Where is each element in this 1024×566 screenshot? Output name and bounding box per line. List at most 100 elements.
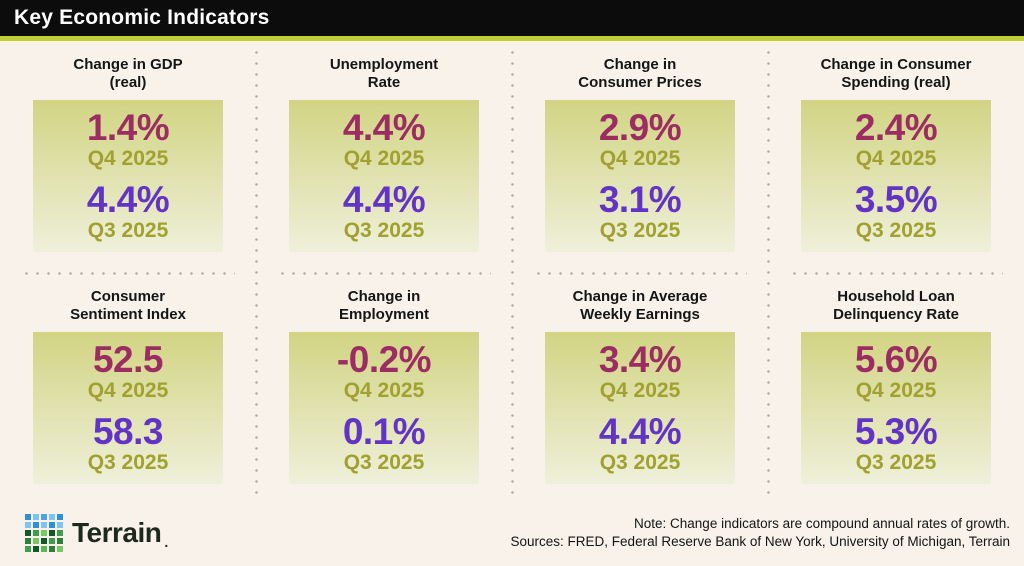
logo-square (49, 513, 55, 520)
q3-value: 3.5% (854, 179, 938, 220)
value-box: -0.2% Q4 2025 0.1% Q3 2025 (289, 332, 479, 484)
q4-label: Q4 2025 (87, 147, 169, 170)
logo-square (57, 529, 63, 536)
logo-square (57, 545, 63, 552)
brand-trademark-dot: . (164, 533, 169, 550)
q4-label: Q4 2025 (343, 147, 425, 170)
value-box: 4.4% Q4 2025 4.4% Q3 2025 (289, 100, 479, 252)
card-title-line2: (real) (109, 74, 147, 91)
card-title: Change in GDP (real) (0, 56, 256, 96)
footnotes: Note: Change indicators are compound ann… (511, 515, 1010, 551)
value-box: 2.9% Q4 2025 3.1% Q3 2025 (545, 100, 735, 252)
logo-square (57, 521, 63, 528)
q3-value: 0.1% (342, 411, 426, 452)
card-title-line1: Change in (603, 56, 677, 73)
accent-stripe (0, 36, 1024, 41)
card-title: Change in Average Weekly Earnings (512, 288, 768, 328)
q4-label: Q4 2025 (599, 147, 681, 170)
q4-label: Q4 2025 (87, 379, 169, 402)
card-title: Change in Employment (256, 288, 512, 328)
card-title-line2: Consumer Prices (578, 74, 702, 91)
card-title: Consumer Sentiment Index (0, 288, 256, 328)
logo-square (49, 521, 55, 528)
logo-square (33, 521, 39, 528)
card-title-line2: Sentiment Index (70, 306, 186, 323)
vertical-dotted-divider (511, 47, 514, 499)
horizontal-dotted-divider (533, 272, 747, 275)
q3-value: 4.4% (86, 179, 170, 220)
logo-square (33, 537, 39, 544)
logo-square (25, 529, 31, 536)
q3-value: 3.1% (598, 179, 682, 220)
q4-value: 1.4% (86, 107, 170, 148)
indicator-grid: Change in GDP (real) 1.4% Q4 2025 4.4% Q3… (0, 41, 1024, 505)
card-title-line2: Delinquency Rate (833, 306, 959, 323)
logo-square (49, 537, 55, 544)
q4-value: 3.4% (598, 339, 682, 380)
card-title-line2: Rate (367, 74, 401, 91)
card-title: Unemployment Rate (256, 56, 512, 96)
logo-square (33, 529, 39, 536)
card-title-line1: Consumer (90, 288, 166, 305)
indicator-card-loan-delinquency: Household Loan Delinquency Rate 5.6% Q4 2… (768, 273, 1024, 505)
q3-label: Q3 2025 (599, 219, 681, 242)
q4-value: -0.2% (336, 339, 432, 380)
value-box: 52.5 Q4 2025 58.3 Q3 2025 (33, 332, 223, 484)
sources-line: Sources: FRED, Federal Reserve Bank of N… (510, 533, 1010, 549)
indicator-card-weekly-earnings: Change in Average Weekly Earnings 3.4% Q4… (512, 273, 768, 505)
card-title-line1: Household Loan (837, 288, 955, 305)
header-bar: Key Economic Indicators (0, 0, 1024, 36)
logo-square (41, 513, 47, 520)
vertical-dotted-divider (767, 47, 770, 499)
horizontal-dotted-divider (21, 272, 235, 275)
logo-square (57, 513, 63, 520)
card-title: Change in Consumer Prices (512, 56, 768, 96)
indicator-card-employment: Change in Employment -0.2% Q4 2025 0.1% Q… (256, 273, 512, 505)
card-title: Household Loan Delinquency Rate (768, 288, 1024, 328)
q4-value: 52.5 (92, 339, 164, 380)
logo-square (41, 529, 47, 536)
value-box: 2.4% Q4 2025 3.5% Q3 2025 (801, 100, 991, 252)
card-title-line1: Unemployment (329, 56, 439, 73)
brand-name: Terrain (72, 516, 162, 548)
q3-value: 58.3 (92, 411, 164, 452)
page-title: Key Economic Indicators (14, 6, 270, 29)
logo-square (49, 545, 55, 552)
logo-square (57, 537, 63, 544)
logo-square (33, 545, 39, 552)
q4-label: Q4 2025 (343, 379, 425, 402)
horizontal-dotted-divider (789, 272, 1003, 275)
card-title-line2: Weekly Earnings (580, 306, 700, 323)
horizontal-dotted-divider (277, 272, 491, 275)
indicator-card-consumer-sentiment: Consumer Sentiment Index 52.5 Q4 2025 58.… (0, 273, 256, 505)
q4-value: 2.9% (598, 107, 682, 148)
card-title: Change in Consumer Spending (real) (768, 56, 1024, 96)
q3-label: Q3 2025 (855, 451, 937, 474)
logo-square (49, 529, 55, 536)
q3-label: Q3 2025 (87, 219, 169, 242)
value-box: 5.6% Q4 2025 5.3% Q3 2025 (801, 332, 991, 484)
logo-square (41, 545, 47, 552)
card-title-line2: Employment (338, 306, 429, 323)
q3-label: Q3 2025 (87, 451, 169, 474)
brand-lockup: Terrain . (25, 513, 169, 552)
q3-label: Q3 2025 (855, 219, 937, 242)
indicator-card-gdp: Change in GDP (real) 1.4% Q4 2025 4.4% Q3… (0, 41, 256, 273)
q4-value: 5.6% (854, 339, 938, 380)
logo-square (25, 513, 31, 520)
q3-label: Q3 2025 (343, 219, 425, 242)
card-title-line1: Change in (347, 288, 421, 305)
q4-value: 2.4% (854, 107, 938, 148)
note-line: Note: Change indicators are compound ann… (634, 515, 1010, 531)
indicator-card-unemployment: Unemployment Rate 4.4% Q4 2025 4.4% Q3 20… (256, 41, 512, 273)
value-box: 3.4% Q4 2025 4.4% Q3 2025 (545, 332, 735, 484)
logo-square (41, 537, 47, 544)
indicator-card-consumer-prices: Change in Consumer Prices 2.9% Q4 2025 3.… (512, 41, 768, 273)
q4-label: Q4 2025 (855, 147, 937, 170)
q3-value: 4.4% (598, 411, 682, 452)
card-title-line1: Change in Consumer (820, 56, 972, 73)
logo-square (25, 545, 31, 552)
logo-square (41, 521, 47, 528)
card-title-line1: Change in Average (572, 288, 708, 305)
card-title-line2: Spending (real) (841, 74, 951, 91)
